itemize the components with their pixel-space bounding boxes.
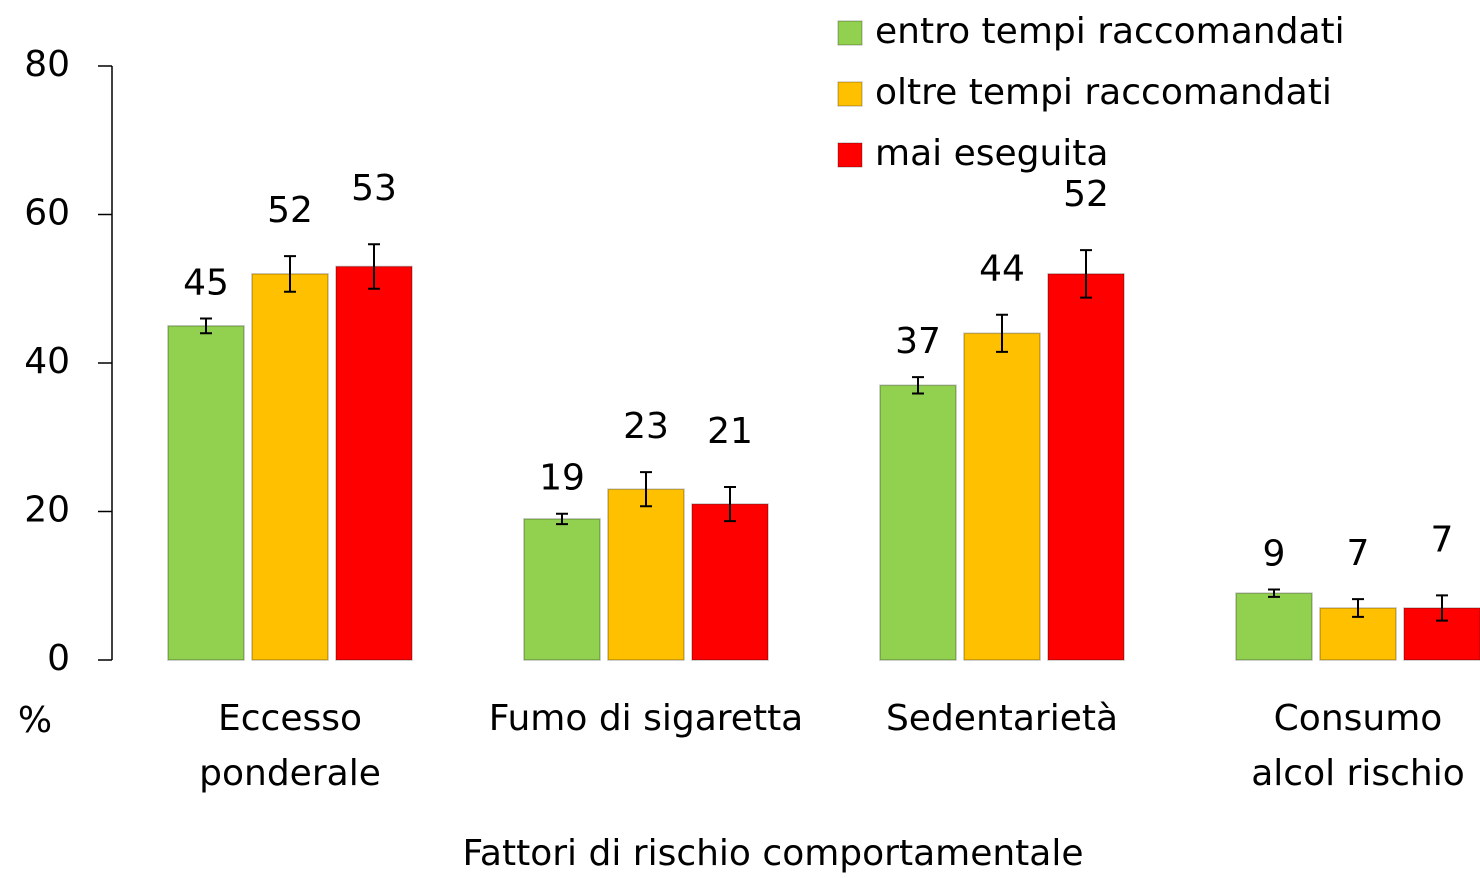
legend-swatch bbox=[837, 20, 863, 46]
error-bar bbox=[996, 313, 1008, 353]
bar bbox=[607, 488, 685, 661]
legend-label: oltre tempi raccomandati bbox=[875, 72, 1332, 113]
data-label: 9 bbox=[1263, 533, 1286, 574]
bar bbox=[335, 265, 413, 661]
bar bbox=[523, 518, 601, 661]
y-axis-label: % bbox=[18, 700, 52, 741]
bar bbox=[251, 273, 329, 661]
data-label: 44 bbox=[979, 249, 1025, 290]
error-bar bbox=[640, 471, 652, 508]
error-bar bbox=[1436, 594, 1448, 622]
bar bbox=[167, 325, 245, 661]
error-bar bbox=[368, 243, 380, 290]
legend-label: entro tempi raccomandati bbox=[875, 11, 1345, 52]
data-label: 52 bbox=[267, 190, 313, 231]
data-label: 23 bbox=[623, 406, 669, 447]
error-bar bbox=[1352, 598, 1364, 618]
y-tick-label: 20 bbox=[24, 490, 70, 531]
error-bar bbox=[724, 485, 736, 523]
bar bbox=[1047, 273, 1125, 661]
bar bbox=[879, 384, 957, 661]
error-bar bbox=[200, 317, 212, 335]
x-tick-label: Eccesso ponderale bbox=[199, 698, 381, 794]
bar bbox=[963, 332, 1041, 661]
legend-label: mai eseguita bbox=[875, 133, 1108, 174]
x-tick-label: Fumo di sigaretta bbox=[489, 698, 804, 739]
x-tick-label: Consumo alcol rischio bbox=[1251, 698, 1465, 794]
data-label: 52 bbox=[1063, 174, 1109, 215]
error-bar bbox=[556, 512, 568, 526]
x-tick-label: Sedentarietà bbox=[886, 698, 1118, 739]
error-bar bbox=[912, 376, 924, 395]
error-bar bbox=[284, 255, 296, 293]
bar bbox=[1235, 592, 1313, 661]
error-bar bbox=[1080, 249, 1092, 299]
legend-swatch bbox=[837, 81, 863, 107]
y-tick-label: 60 bbox=[24, 193, 70, 234]
legend-swatch bbox=[837, 142, 863, 168]
x-axis-title: Fattori di rischio comportamentale bbox=[463, 833, 1084, 874]
data-label: 19 bbox=[539, 458, 585, 499]
data-label: 45 bbox=[183, 262, 229, 303]
y-tick-label: 40 bbox=[24, 341, 70, 382]
data-label: 7 bbox=[1431, 519, 1454, 560]
data-label: 37 bbox=[895, 321, 941, 362]
data-label: 53 bbox=[351, 168, 397, 209]
error-bar bbox=[1268, 588, 1280, 598]
data-label: 21 bbox=[707, 411, 753, 452]
y-tick-label: 0 bbox=[47, 638, 70, 679]
y-tick-label: 80 bbox=[24, 44, 70, 85]
bar bbox=[691, 503, 769, 661]
data-label: 7 bbox=[1347, 533, 1370, 574]
